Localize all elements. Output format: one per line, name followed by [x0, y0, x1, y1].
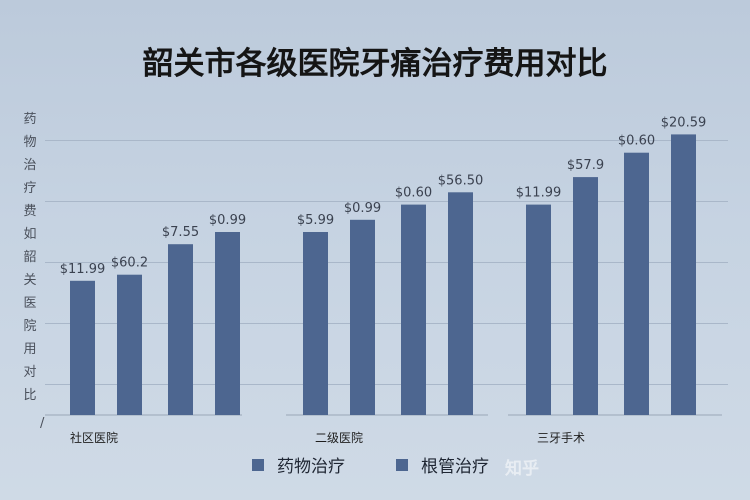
bar-value-label: $57.9 — [567, 158, 604, 173]
y-axis-label-char: 药 — [23, 112, 36, 127]
y-axis-label-char: 关 — [23, 273, 36, 288]
watermark: 知乎 — [504, 458, 539, 479]
bar — [168, 244, 193, 415]
bar — [671, 134, 696, 415]
legend-swatch — [252, 459, 264, 471]
bar — [117, 274, 142, 415]
bar-value-label: $7.55 — [162, 225, 199, 240]
legend: 药物治疗 根管治疗 — [252, 457, 489, 477]
y-axis-label-char: 疗 — [23, 181, 36, 196]
y-axis-label-char: 物 — [23, 135, 36, 150]
y-axis-label-char: 治 — [23, 158, 36, 173]
y-axis-label-char: 韶 — [23, 249, 36, 265]
bar-value-label: $0.60 — [618, 134, 655, 149]
y-axis-label-char: 对 — [23, 365, 36, 380]
bar — [401, 204, 426, 415]
bars: $11.99 $60.2 $7.55 $0.99 社区医院 $5.99 $0.99 $0.60… — [60, 115, 707, 445]
y-axis-label-char: 医 — [23, 296, 36, 311]
y-axis-label-char: 费 — [23, 204, 36, 219]
legend-swatch — [396, 459, 408, 471]
category-label: 社区医院 — [70, 430, 118, 445]
legend-entry: 根管治疗 — [421, 457, 489, 477]
bar-value-label: $20.59 — [661, 115, 707, 130]
bar-value-label: $60.2 — [111, 256, 148, 271]
bar-value-label: $56.50 — [438, 173, 484, 188]
bar-value-label: $11.99 — [516, 186, 562, 201]
bar-value-label: $0.99 — [344, 201, 381, 216]
bar-value-label: $5.99 — [297, 213, 334, 228]
y-axis-label-char: 比 — [23, 388, 36, 403]
bar — [448, 192, 473, 415]
bar — [350, 219, 375, 415]
bar-value-label: $11.99 — [60, 262, 106, 277]
y-axis-label-char: 院 — [23, 319, 36, 334]
bar — [526, 204, 551, 415]
bar — [573, 177, 598, 415]
y-axis-label-char: 如 — [23, 226, 36, 242]
chart-title: 韶关市各级医院牙痛治疗费用对比 — [143, 46, 608, 82]
bar — [215, 232, 240, 415]
legend-entry: 药物治疗 — [277, 457, 345, 477]
category-label: 二级医院 — [315, 431, 363, 445]
bar-value-label: $0.99 — [209, 213, 246, 228]
bar — [303, 232, 328, 415]
category-label: 三牙手术 — [537, 431, 585, 445]
y-axis-tick: / — [40, 416, 45, 431]
bar — [624, 152, 649, 415]
bar — [70, 280, 95, 415]
bar-value-label: $0.60 — [395, 186, 432, 201]
y-axis-label-char: 用 — [23, 342, 36, 357]
